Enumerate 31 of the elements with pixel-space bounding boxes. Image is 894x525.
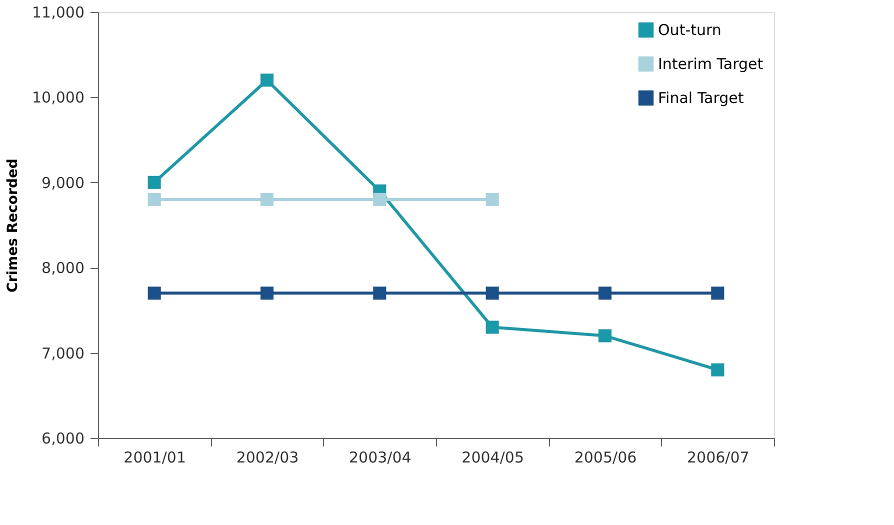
- x-tick-label: 2002/03: [236, 448, 299, 466]
- y-tick-label: 10,000: [32, 88, 84, 107]
- y-tick-label: 8,000: [42, 259, 84, 278]
- point: [486, 286, 499, 300]
- point: [486, 192, 499, 206]
- point: [486, 320, 499, 334]
- x-tick-label: 2006/07: [687, 448, 750, 466]
- y-tick-label: 9,000: [42, 174, 84, 192]
- legend-label: Interim Target: [658, 55, 764, 73]
- x-tick-label: 2004/05: [462, 448, 524, 466]
- point: [148, 192, 161, 206]
- point: [260, 74, 274, 87]
- y-tick-label: 7,000: [42, 344, 84, 362]
- point: [373, 286, 386, 300]
- x-tick-label: 2003/04: [349, 448, 412, 466]
- legend-label: Out-turn: [658, 21, 722, 39]
- point: [260, 192, 274, 206]
- point: [260, 286, 274, 300]
- y-tick-label: 6,000: [42, 430, 84, 448]
- point: [598, 329, 612, 342]
- point: [598, 286, 612, 300]
- y-axis-title: Crimes Recorded: [5, 158, 22, 292]
- point: [711, 363, 724, 376]
- point: [148, 286, 161, 300]
- x-tick-label: 2005/06: [574, 448, 637, 466]
- y-tick-label: 11,000: [32, 4, 84, 22]
- point: [373, 192, 386, 206]
- x-tick-label: 2001/01: [124, 448, 186, 466]
- point: [148, 176, 161, 189]
- point: [711, 286, 724, 300]
- legend-label: Final Target: [658, 89, 744, 107]
